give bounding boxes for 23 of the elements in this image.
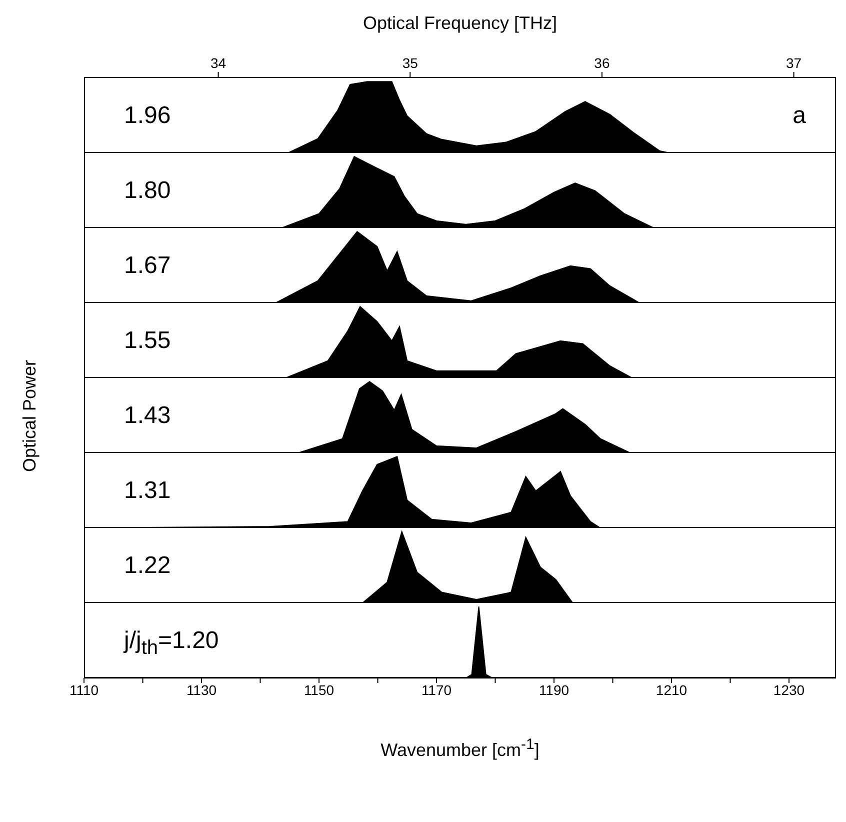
x-tick-label: 1190 (538, 682, 570, 698)
annotation: 1.43 (124, 400, 171, 430)
annotation: 1.96 (124, 100, 171, 130)
x-axis-title: Wavenumber [cm$^{-1}$] (380, 736, 540, 761)
x2-tick-label: 35 (402, 55, 418, 71)
annotation: 1.67 (124, 250, 171, 280)
x-tick-label: 1150 (304, 682, 334, 698)
annotation: 1.31 (124, 476, 171, 506)
x2-tick-label: 37 (786, 55, 802, 71)
x-tick-label: 1170 (421, 682, 452, 698)
x2-axis-title: Optical Frequency [THz] (362, 12, 558, 35)
annotation: 1.80 (124, 176, 171, 206)
x2-tick-label: 34 (210, 55, 226, 71)
annotation: 1.22 (124, 550, 171, 580)
x2-tick-label: 36 (594, 55, 610, 71)
x-tick-label: 1210 (656, 682, 688, 698)
x-tick-label: 1130 (186, 682, 217, 698)
annotation: 1.55 (124, 326, 171, 356)
x-tick-label: 1110 (69, 682, 99, 698)
annotation: a (792, 100, 806, 130)
x-tick-label: 1230 (773, 682, 805, 698)
y-axis-title: Optical Power (20, 359, 40, 472)
annotation: j/j$_{th}$=1.20 (124, 626, 219, 660)
